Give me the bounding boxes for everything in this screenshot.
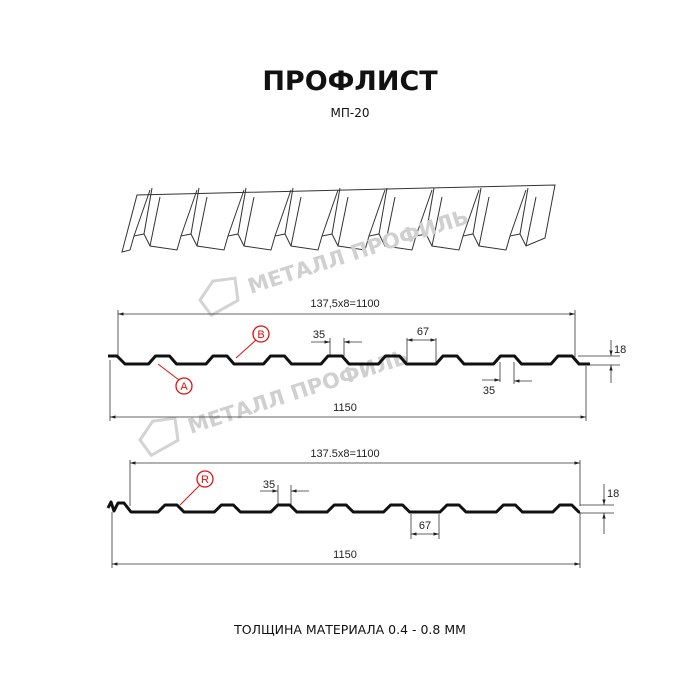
- sheet-3d-rib: [133, 187, 161, 247]
- page-title: ПРОФЛИСТ: [262, 66, 438, 97]
- profile-a-outline: [108, 354, 590, 366]
- sheet-3d-rib: [415, 187, 443, 247]
- profile-b-crest-label: 35: [263, 479, 275, 491]
- sheet-3d-rib: [274, 187, 302, 247]
- profile-b-outline: [106, 500, 581, 514]
- sheet-3d-rib: [509, 187, 537, 247]
- profile-b-width-label: 1150: [333, 549, 357, 561]
- profile-a-pitch-label: 137,5x8=1100: [310, 298, 379, 310]
- sheet-3d-rib: [462, 187, 490, 247]
- sheet-3d-illustration: [121, 184, 556, 253]
- svg-text:B: B: [257, 329, 264, 341]
- sheet-3d-rib: [180, 187, 208, 247]
- profile-a-dimensions: [109, 310, 620, 421]
- profile-b-valley-label: 67: [419, 520, 431, 532]
- marker-a: A: [157, 363, 193, 395]
- svg-text:R: R: [201, 474, 209, 486]
- profile-a-trough-label: 35: [483, 385, 495, 397]
- profile-b-pitch-label: 137.5x8=1100: [310, 448, 379, 460]
- profile-a-height-label: 18: [614, 344, 626, 356]
- profile-a-crest-label: 35: [313, 329, 325, 341]
- sheet-3d-rib: [227, 187, 255, 247]
- watermark-text: МЕТАЛЛ ПРОФИЛЬ: [245, 205, 472, 299]
- profile-b-dimensions: [111, 460, 614, 568]
- svg-text:A: A: [180, 381, 188, 393]
- profile-a-width-label: 1150: [333, 402, 357, 414]
- marker-b: B: [235, 325, 270, 359]
- sheet-3d-rib: [368, 187, 396, 247]
- watermark-text: МЕТАЛЛ ПРОФИЛЬ: [185, 345, 412, 439]
- watermark-logo-2: МЕТАЛЛ ПРОФИЛЬ: [138, 345, 412, 458]
- profile-a-valley-label: 67: [417, 326, 429, 338]
- model-subtitle: МП-20: [331, 106, 370, 120]
- material-thickness-note: ТОЛЩИНА МАТЕРИАЛА 0.4 - 0.8 ММ: [233, 622, 466, 637]
- sheet-3d-rib: [321, 187, 349, 247]
- marker-r: R: [179, 470, 214, 506]
- profile-b-height-label: 18: [607, 488, 619, 500]
